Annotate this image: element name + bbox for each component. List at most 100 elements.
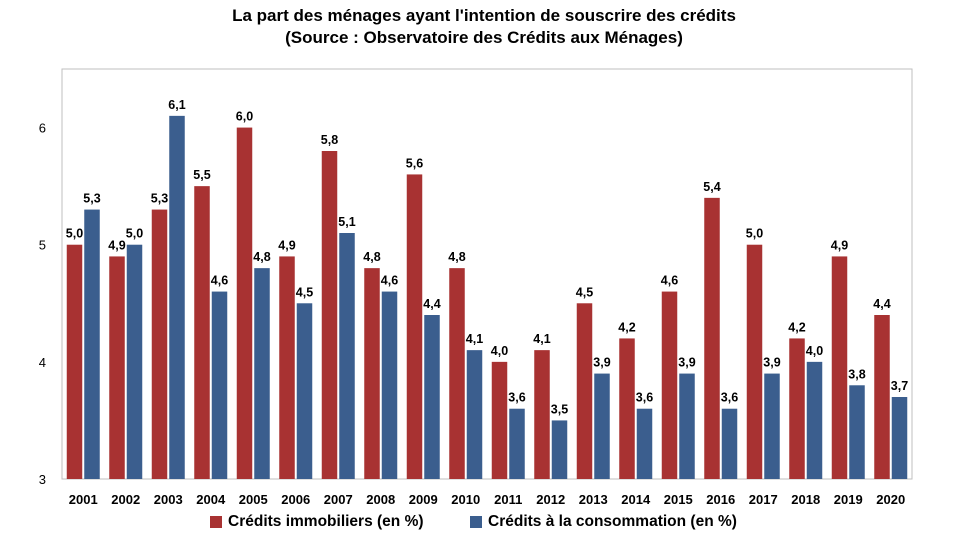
data-label-consommation: 4,0: [806, 344, 823, 358]
bar-immobiliers: [576, 303, 593, 479]
x-tick-label: 2009: [409, 492, 438, 507]
data-label-immobiliers: 6,0: [236, 110, 253, 124]
data-label-consommation: 4,8: [253, 250, 270, 264]
x-tick-label: 2006: [281, 492, 310, 507]
bar-consommation: [636, 408, 653, 479]
x-tick-label: 2007: [324, 492, 353, 507]
bar-immobiliers: [364, 268, 380, 479]
bar-consommation: [339, 233, 355, 479]
bar-immobiliers: [704, 197, 720, 479]
data-label-immobiliers: 4,9: [278, 238, 295, 252]
chart-title: La part des ménages ayant l'intention de…: [232, 6, 736, 25]
x-tick-label: 2001: [69, 492, 98, 507]
x-tick-label: 2016: [706, 492, 735, 507]
legend-swatch-consommation: [470, 516, 482, 528]
legend: Crédits immobiliers (en %) Crédits à la …: [0, 513, 968, 537]
data-label-immobiliers: 5,0: [66, 227, 83, 241]
data-label-immobiliers: 4,9: [108, 238, 125, 252]
bar-immobiliers: [321, 151, 338, 479]
x-tick-label: 2012: [536, 492, 565, 507]
x-tick-label: 2003: [154, 492, 183, 507]
bar-chart: 34565,05,320014,95,020025,36,120035,54,6…: [39, 68, 913, 507]
data-label-consommation: 5,1: [338, 215, 355, 229]
data-label-consommation: 3,9: [763, 356, 780, 370]
data-label-consommation: 3,5: [551, 402, 568, 416]
data-label-consommation: 4,1: [466, 332, 483, 346]
bar-consommation: [466, 350, 483, 479]
bar-consommation: [806, 361, 823, 479]
legend-label-immobiliers: Crédits immobiliers (en %): [228, 513, 424, 530]
bar-immobiliers: [619, 338, 635, 479]
y-tick-label: 3: [39, 472, 46, 487]
bar-consommation: [509, 408, 525, 479]
data-label-immobiliers: 4,8: [363, 250, 380, 264]
bar-consommation: [679, 373, 695, 479]
data-label-consommation: 5,3: [83, 192, 100, 206]
data-label-consommation: 3,6: [721, 391, 738, 405]
data-label-consommation: 3,6: [636, 391, 653, 405]
data-label-immobiliers: 4,1: [533, 332, 550, 346]
data-label-consommation: 4,5: [296, 285, 313, 299]
data-label-immobiliers: 4,0: [491, 344, 508, 358]
x-tick-label: 2010: [451, 492, 480, 507]
bar-immobiliers: [236, 127, 253, 480]
bar-immobiliers: [194, 186, 210, 479]
bar-immobiliers: [789, 338, 805, 479]
chart-subtitle: (Source : Observatoire des Crédits aux M…: [285, 28, 683, 47]
y-tick-label: 4: [39, 355, 46, 370]
data-label-immobiliers: 5,6: [406, 156, 423, 170]
legend-swatch-immobiliers: [210, 516, 222, 528]
data-label-consommation: 3,8: [848, 367, 865, 381]
bar-consommation: [169, 115, 185, 479]
bar-immobiliers: [491, 361, 508, 479]
bar-consommation: [551, 420, 568, 479]
bar-consommation: [84, 209, 100, 480]
data-label-immobiliers: 4,4: [873, 297, 890, 311]
x-tick-label: 2017: [749, 492, 778, 507]
data-label-consommation: 3,9: [593, 356, 610, 370]
data-label-consommation: 4,4: [423, 297, 440, 311]
data-label-consommation: 3,9: [678, 356, 695, 370]
data-label-consommation: 4,6: [211, 274, 228, 288]
bar-immobiliers: [66, 244, 83, 479]
data-label-immobiliers: 5,3: [151, 192, 168, 206]
legend-item-consommation: Crédits à la consommation (en %): [470, 513, 737, 531]
bar-immobiliers: [279, 256, 295, 479]
data-label-consommation: 3,7: [891, 379, 908, 393]
bar-immobiliers: [831, 256, 848, 479]
bar-consommation: [764, 373, 780, 479]
bar-immobiliers: [661, 291, 678, 479]
x-tick-label: 2013: [579, 492, 608, 507]
bar-immobiliers: [874, 315, 890, 479]
x-tick-label: 2019: [834, 492, 863, 507]
bar-immobiliers: [406, 174, 423, 479]
x-tick-label: 2014: [621, 492, 651, 507]
data-label-immobiliers: 4,5: [576, 285, 593, 299]
x-tick-label: 2004: [196, 492, 226, 507]
x-tick-label: 2005: [239, 492, 268, 507]
bar-consommation: [211, 291, 228, 479]
data-label-consommation: 5,0: [126, 227, 143, 241]
x-tick-label: 2015: [664, 492, 693, 507]
data-label-consommation: 6,1: [168, 98, 185, 112]
x-tick-label: 2018: [791, 492, 820, 507]
data-label-consommation: 3,6: [508, 391, 525, 405]
data-label-immobiliers: 4,2: [788, 320, 805, 334]
legend-label-consommation: Crédits à la consommation (en %): [488, 513, 737, 530]
data-label-consommation: 4,6: [381, 274, 398, 288]
bar-consommation: [296, 303, 313, 479]
bar-consommation: [424, 315, 440, 479]
x-tick-label: 2002: [111, 492, 140, 507]
data-label-immobiliers: 4,9: [831, 238, 848, 252]
legend-item-immobiliers: Crédits immobiliers (en %): [210, 513, 424, 531]
bar-consommation: [721, 408, 738, 479]
bar-consommation: [849, 385, 865, 479]
bar-consommation: [126, 244, 143, 479]
bar-immobiliers: [746, 244, 763, 479]
bar-immobiliers: [151, 209, 168, 480]
bar-immobiliers: [449, 268, 465, 479]
data-label-immobiliers: 5,4: [703, 180, 720, 194]
bar-consommation: [254, 268, 270, 479]
bar-consommation: [594, 373, 610, 479]
x-tick-label: 2011: [494, 492, 522, 507]
